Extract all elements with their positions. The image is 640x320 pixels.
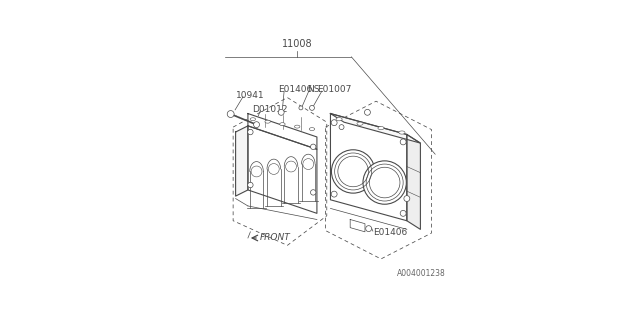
Circle shape — [248, 129, 253, 135]
Text: FRONT: FRONT — [260, 234, 291, 243]
Circle shape — [310, 190, 316, 195]
Circle shape — [310, 105, 314, 110]
Text: A004001238: A004001238 — [397, 269, 446, 278]
Circle shape — [400, 139, 406, 145]
Ellipse shape — [378, 126, 384, 130]
Text: 11008: 11008 — [282, 39, 312, 50]
Polygon shape — [350, 220, 365, 232]
Circle shape — [400, 210, 406, 216]
Ellipse shape — [280, 123, 285, 126]
Circle shape — [248, 182, 253, 188]
Ellipse shape — [309, 128, 315, 131]
Text: E01406: E01406 — [374, 228, 408, 237]
Text: NS: NS — [307, 85, 319, 94]
Ellipse shape — [399, 131, 405, 134]
Ellipse shape — [336, 118, 342, 121]
Text: E01007: E01007 — [381, 139, 416, 148]
Text: E01007: E01007 — [317, 85, 352, 94]
Text: D01012: D01012 — [252, 105, 287, 114]
Circle shape — [278, 109, 284, 115]
Polygon shape — [330, 114, 407, 221]
Text: 10941: 10941 — [236, 91, 265, 100]
Circle shape — [339, 124, 344, 130]
Ellipse shape — [294, 125, 300, 128]
Polygon shape — [236, 126, 248, 196]
Polygon shape — [248, 114, 317, 149]
Ellipse shape — [357, 122, 363, 125]
Circle shape — [299, 106, 303, 110]
Circle shape — [364, 109, 371, 115]
Circle shape — [365, 226, 372, 232]
Polygon shape — [330, 114, 420, 143]
Text: NS: NS — [346, 122, 358, 131]
Ellipse shape — [250, 118, 255, 121]
Text: E01406: E01406 — [278, 85, 312, 94]
Circle shape — [363, 161, 406, 204]
Circle shape — [332, 120, 337, 126]
Circle shape — [404, 196, 410, 202]
Polygon shape — [248, 126, 317, 213]
Circle shape — [310, 144, 316, 149]
Circle shape — [253, 122, 259, 128]
Circle shape — [332, 191, 337, 197]
Ellipse shape — [265, 120, 270, 123]
Circle shape — [227, 111, 234, 117]
Circle shape — [332, 150, 375, 193]
Polygon shape — [407, 134, 420, 229]
